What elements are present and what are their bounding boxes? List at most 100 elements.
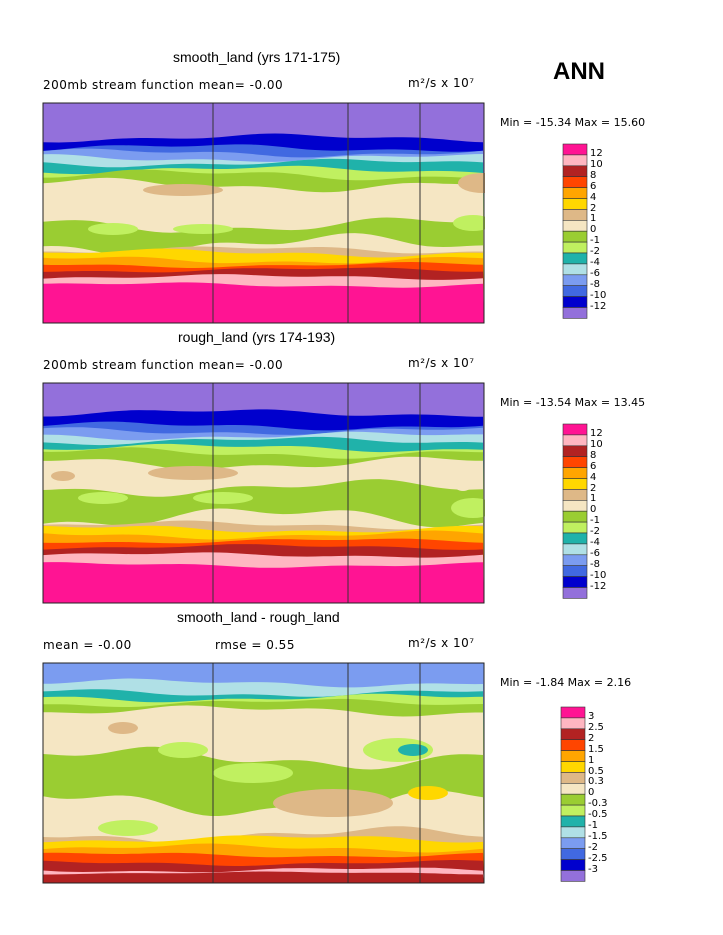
panel-title: smooth_land - rough_land: [177, 609, 340, 625]
panel-title: rough_land (yrs 174-193): [178, 329, 336, 345]
colorbar-swatch: [562, 532, 588, 545]
colorbar-label: 6: [590, 180, 597, 192]
colorbar-swatch: [562, 274, 588, 287]
colorbar-swatch: [560, 750, 586, 762]
contour-blob: [72, 808, 84, 814]
contour-blob: [458, 173, 485, 193]
units-label: m²/s x 10⁷: [408, 76, 475, 90]
colorbar-label: 12: [590, 148, 603, 159]
contour-band: [43, 871, 484, 883]
colorbar-swatch: [562, 285, 588, 297]
colorbar-swatch: [562, 445, 588, 457]
contour-blob: [398, 744, 428, 756]
colorbar-label: 8: [590, 449, 597, 461]
map-frame: [42, 382, 485, 604]
colorbar-label: 2: [590, 482, 597, 494]
colorbar-swatch: [560, 783, 586, 795]
colorbar-swatch: [560, 793, 586, 806]
colorbar-swatch: [560, 739, 586, 751]
colorbar-label: -4: [590, 537, 600, 548]
contour-blob: [81, 185, 125, 197]
contour-blob: [51, 471, 75, 481]
contour-blob: [173, 224, 233, 234]
contour-band: [43, 562, 484, 603]
colorbar-label: -6: [590, 267, 600, 279]
colorbar-label: 8: [590, 169, 597, 181]
contour-blob: [273, 789, 393, 817]
colorbar-label: 2: [588, 732, 595, 744]
min-max-label: Min = -13.54 Max = 13.45: [500, 396, 646, 409]
colorbar-label: 2.5: [588, 721, 604, 733]
contour-blob: [408, 786, 448, 800]
colorbar-swatch: [562, 296, 588, 308]
colorbar-swatch: [562, 478, 588, 490]
contour-blob: [78, 492, 128, 504]
min-max-label: Min = -15.34 Max = 15.60: [500, 116, 646, 129]
colorbar-label: -1: [588, 820, 598, 831]
colorbar-label: 4: [590, 191, 597, 203]
colorbar-swatch: [560, 870, 586, 882]
colorbar-swatch: [562, 252, 588, 265]
colorbar-swatch: [562, 500, 588, 512]
map-frame: [42, 662, 485, 884]
colorbar-swatch: [562, 187, 588, 199]
colorbar-label: 4: [590, 471, 597, 483]
colorbar-swatch: [562, 434, 588, 447]
colorbar-swatch: [560, 761, 586, 773]
contour-blob: [148, 466, 238, 480]
colorbar-label: -2: [588, 841, 598, 853]
contour-band: [43, 282, 484, 323]
panel-subtitle: mean = -0.00: [43, 638, 132, 652]
colorbar-swatch: [562, 456, 588, 468]
colorbar-label: -12: [590, 300, 607, 312]
colorbar-label: 1: [590, 213, 597, 225]
colorbar-swatch: [560, 706, 586, 719]
min-max-label: Min = -1.84 Max = 2.16: [500, 676, 632, 689]
colorbar-swatch: [562, 587, 588, 599]
colorbar-label: -3: [588, 863, 598, 875]
contour-blob: [88, 223, 138, 235]
colorbar-swatch: [560, 717, 586, 730]
contour-blob: [453, 215, 485, 231]
colorbar-label: 1: [588, 754, 595, 766]
panel-subtitle: 200mb stream function mean= -0.00: [43, 358, 284, 372]
colorbar-label: 1.5: [588, 743, 604, 755]
colorbar-swatch: [562, 198, 588, 210]
colorbar-swatch: [562, 143, 588, 156]
colorbar-swatch: [562, 176, 588, 188]
colorbar-swatch: [560, 728, 586, 740]
contour-blob: [193, 492, 253, 504]
colorbar-label: -6: [590, 547, 600, 559]
colorbar-label: -0.3: [588, 798, 608, 810]
colorbar-label: 0.3: [588, 776, 604, 788]
colorbar-swatch: [562, 220, 588, 232]
contour-blob: [108, 722, 138, 734]
colorbar-label: -2: [590, 246, 600, 258]
colorbar-swatch: [560, 815, 586, 828]
colorbar-swatch: [562, 423, 588, 436]
colorbar-swatch: [562, 230, 588, 243]
colorbar-swatch: [562, 241, 588, 254]
colorbar-label: -10: [590, 569, 607, 581]
colorbar: [560, 706, 586, 882]
colorbar-swatch: [560, 859, 586, 871]
contour-blob: [98, 820, 158, 836]
colorbar-swatch: [560, 804, 586, 817]
colorbar-label: 3: [588, 711, 595, 722]
colorbar-swatch: [562, 510, 588, 523]
colorbar-label: 6: [590, 460, 597, 472]
colorbar-label: -2.5: [588, 852, 608, 864]
colorbar-label: -0.5: [588, 809, 608, 821]
contour-blob: [158, 742, 208, 758]
colorbar-label: -2: [590, 526, 600, 538]
contour-blob: [213, 763, 293, 783]
colorbar-swatch: [560, 826, 586, 839]
colorbar-swatch: [562, 209, 588, 221]
colorbar-swatch: [562, 521, 588, 534]
colorbar-swatch: [562, 489, 588, 501]
season-label: ANN: [553, 58, 605, 85]
colorbar-swatch: [562, 154, 588, 167]
colorbar-swatch: [562, 467, 588, 479]
units-label: m²/s x 10⁷: [408, 636, 475, 650]
